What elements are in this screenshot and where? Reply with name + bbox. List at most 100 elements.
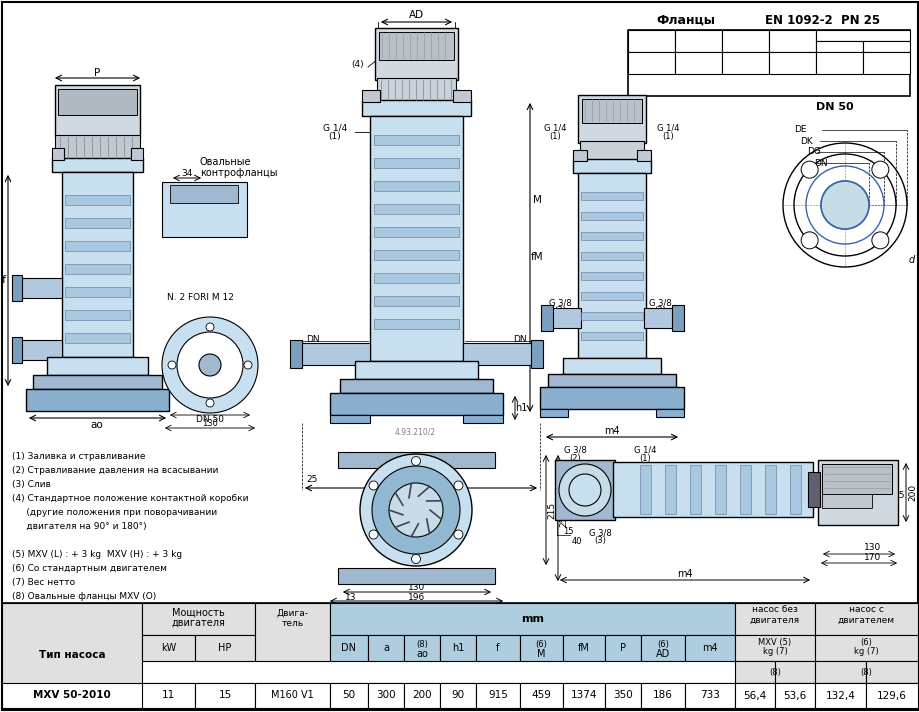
Text: (1): (1) bbox=[549, 132, 561, 140]
Text: MXV 50-2010: MXV 50-2010 bbox=[33, 691, 111, 701]
Bar bbox=[548, 374, 675, 387]
Text: (2) Стравливание давления на всасывании: (2) Стравливание давления на всасывании bbox=[12, 466, 218, 475]
Bar bbox=[714, 465, 725, 514]
Bar bbox=[355, 361, 478, 379]
Text: 915: 915 bbox=[488, 691, 507, 701]
Text: (6): (6) bbox=[859, 637, 871, 646]
Text: EN 1092-2  PN 25: EN 1092-2 PN 25 bbox=[765, 14, 879, 26]
Bar bbox=[475, 635, 519, 661]
Bar bbox=[689, 465, 700, 514]
Text: G 3/8: G 3/8 bbox=[588, 528, 611, 538]
Bar bbox=[573, 159, 651, 173]
Circle shape bbox=[244, 361, 252, 369]
Bar bbox=[721, 30, 768, 52]
Circle shape bbox=[369, 481, 378, 490]
Bar bbox=[374, 319, 459, 329]
Text: 186: 186 bbox=[652, 691, 672, 701]
Text: f: f bbox=[495, 643, 499, 653]
Text: P: P bbox=[94, 68, 100, 78]
Circle shape bbox=[206, 323, 214, 331]
Text: 100: 100 bbox=[202, 406, 218, 414]
Bar bbox=[289, 340, 301, 368]
Text: 25: 25 bbox=[306, 476, 317, 484]
Text: 129,6: 129,6 bbox=[876, 691, 906, 701]
Text: Мощность: Мощность bbox=[172, 608, 224, 618]
Text: MXV (5): MXV (5) bbox=[757, 637, 790, 646]
Bar bbox=[65, 264, 130, 274]
Bar bbox=[685, 683, 734, 708]
Bar bbox=[475, 683, 519, 708]
Circle shape bbox=[800, 161, 817, 178]
Circle shape bbox=[820, 181, 868, 229]
Text: 250: 250 bbox=[559, 510, 568, 527]
Text: M: M bbox=[537, 649, 545, 659]
Text: Ø: Ø bbox=[881, 41, 890, 51]
Text: M: M bbox=[532, 195, 541, 205]
Bar bbox=[628, 30, 909, 96]
Bar bbox=[55, 135, 140, 160]
Text: двигателя: двигателя bbox=[749, 615, 800, 624]
Bar bbox=[374, 296, 459, 306]
Text: fM: fM bbox=[530, 252, 543, 262]
Bar bbox=[462, 343, 535, 365]
Bar bbox=[142, 635, 195, 661]
Circle shape bbox=[168, 361, 176, 369]
Bar bbox=[377, 78, 456, 102]
Bar bbox=[58, 89, 137, 115]
Bar bbox=[789, 465, 800, 514]
Text: 13: 13 bbox=[345, 592, 357, 602]
Bar bbox=[33, 375, 162, 389]
Text: DN: DN bbox=[306, 335, 320, 343]
Bar bbox=[862, 52, 909, 74]
Bar bbox=[734, 661, 774, 683]
Text: 215: 215 bbox=[547, 501, 556, 518]
Text: (другие положения при поворачивании: (другие положения при поворачивании bbox=[12, 508, 217, 517]
Bar bbox=[628, 52, 675, 74]
Bar bbox=[374, 135, 459, 145]
Bar bbox=[554, 460, 614, 520]
Bar bbox=[605, 683, 641, 708]
Text: 300: 300 bbox=[376, 691, 395, 701]
Text: Ø15: Ø15 bbox=[886, 491, 904, 500]
Text: kW: kW bbox=[161, 643, 176, 653]
Text: Отверстия: Отверстия bbox=[836, 31, 888, 39]
Text: ao: ao bbox=[415, 649, 427, 659]
Text: f: f bbox=[2, 275, 6, 285]
Text: a: a bbox=[417, 477, 424, 487]
Text: (4) Стандартное положение контактной коробки: (4) Стандартное положение контактной кор… bbox=[12, 494, 248, 503]
Bar bbox=[162, 182, 246, 237]
Text: m4: m4 bbox=[676, 569, 692, 579]
Bar bbox=[675, 52, 721, 74]
Bar bbox=[671, 305, 683, 331]
Circle shape bbox=[369, 530, 378, 539]
Text: (6) Со стандартным двигателем: (6) Со стандартным двигателем bbox=[12, 564, 167, 573]
Circle shape bbox=[162, 317, 257, 413]
Text: h1: h1 bbox=[451, 643, 464, 653]
Bar bbox=[55, 85, 140, 137]
Text: 50: 50 bbox=[644, 58, 657, 68]
Bar bbox=[374, 181, 459, 191]
Bar bbox=[605, 635, 641, 661]
Text: G 2: G 2 bbox=[196, 209, 209, 217]
Bar bbox=[337, 452, 494, 468]
Text: 200: 200 bbox=[412, 691, 431, 701]
Text: DN: DN bbox=[643, 36, 658, 46]
Circle shape bbox=[199, 354, 221, 376]
Text: h1: h1 bbox=[515, 403, 527, 413]
Text: (8): (8) bbox=[415, 639, 427, 649]
Bar bbox=[65, 241, 130, 251]
Bar bbox=[2, 683, 917, 708]
Bar bbox=[862, 41, 909, 52]
Circle shape bbox=[359, 454, 471, 566]
Bar bbox=[374, 204, 459, 214]
Bar bbox=[18, 278, 62, 298]
Bar bbox=[774, 661, 814, 683]
Text: (2): (2) bbox=[569, 454, 580, 463]
Text: тель: тель bbox=[281, 619, 303, 627]
Bar bbox=[655, 409, 683, 417]
Text: 165: 165 bbox=[687, 58, 708, 68]
Bar bbox=[821, 464, 891, 494]
Bar bbox=[195, 635, 255, 661]
Text: HP: HP bbox=[218, 643, 232, 653]
Bar bbox=[636, 150, 651, 161]
